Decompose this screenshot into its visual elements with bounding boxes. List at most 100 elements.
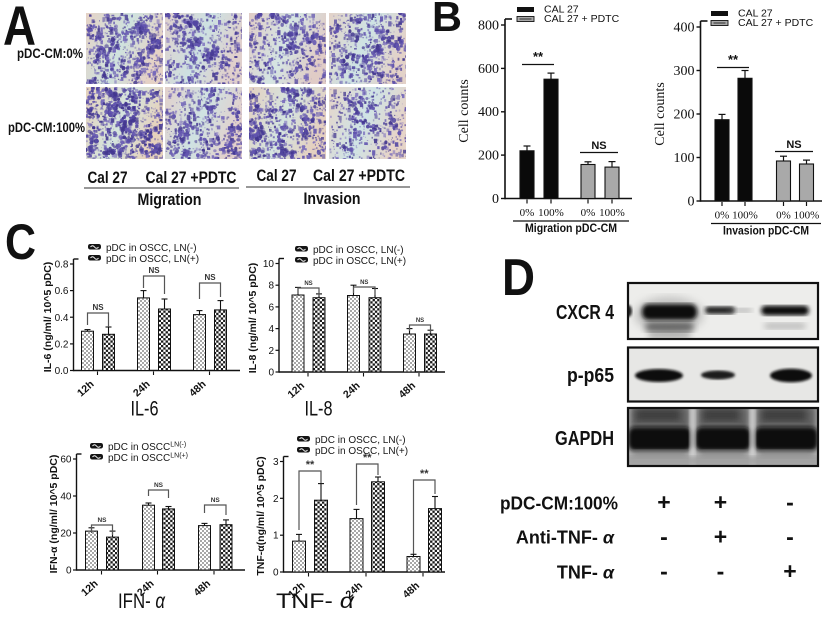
svg-text:40: 40 bbox=[60, 492, 72, 503]
svg-text:TNF- α: TNF- α bbox=[276, 590, 355, 613]
svg-text:2: 2 bbox=[268, 346, 274, 357]
svg-text:**: ** bbox=[420, 468, 429, 480]
svg-text:0: 0 bbox=[268, 368, 274, 379]
svg-text:Cal 27 +PDTC: Cal 27 +PDTC bbox=[146, 168, 237, 187]
svg-text:6: 6 bbox=[268, 302, 274, 313]
svg-text:GAPDH: GAPDH bbox=[555, 428, 614, 450]
svg-text:800: 800 bbox=[478, 19, 499, 34]
svg-text:pDC in OSCC, LN(-): pDC in OSCC, LN(-) bbox=[313, 245, 404, 256]
svg-text:pDC in OSCC, LN(-): pDC in OSCC, LN(-) bbox=[315, 435, 406, 446]
svg-text:CAL 27: CAL 27 bbox=[544, 4, 579, 16]
svg-text:300: 300 bbox=[674, 64, 695, 79]
svg-text:C: C bbox=[5, 214, 36, 270]
svg-text:20: 20 bbox=[60, 529, 72, 540]
svg-text:100: 100 bbox=[674, 151, 695, 166]
svg-text:IFN- α: IFN- α bbox=[118, 590, 166, 613]
svg-text:0%: 0% bbox=[581, 207, 596, 219]
svg-text:pDC in OSCC, LN(+): pDC in OSCC, LN(+) bbox=[106, 254, 199, 265]
svg-text:pDC-CM:0%: pDC-CM:0% bbox=[17, 45, 83, 61]
svg-text:400: 400 bbox=[478, 105, 499, 120]
svg-text:pDC-CM:100%: pDC-CM:100% bbox=[8, 119, 85, 135]
svg-text:-: - bbox=[660, 524, 668, 550]
svg-text:+: + bbox=[714, 524, 727, 550]
svg-text:pDC in OSCC, LN(+): pDC in OSCC, LN(+) bbox=[313, 256, 406, 267]
svg-text:NS: NS bbox=[97, 517, 107, 524]
svg-text:0: 0 bbox=[492, 192, 499, 207]
svg-text:0.0: 0.0 bbox=[55, 366, 69, 377]
svg-text:0: 0 bbox=[688, 195, 695, 210]
svg-text:CXCR 4: CXCR 4 bbox=[556, 302, 615, 324]
svg-text:**: ** bbox=[306, 459, 315, 471]
svg-text:0.8: 0.8 bbox=[55, 260, 69, 271]
svg-text:pDC-CM:100%: pDC-CM:100% bbox=[500, 494, 618, 514]
svg-text:NS: NS bbox=[154, 482, 164, 489]
svg-text:NS: NS bbox=[360, 280, 368, 286]
svg-text:CAL 27: CAL 27 bbox=[738, 8, 773, 20]
svg-text:NS: NS bbox=[92, 303, 104, 312]
svg-text:Anti-TNF- α: Anti-TNF- α bbox=[516, 528, 615, 548]
svg-text:8: 8 bbox=[268, 281, 274, 292]
svg-text:Cell counts: Cell counts bbox=[653, 82, 668, 145]
svg-text:Cal 27: Cal 27 bbox=[257, 166, 297, 185]
svg-text:Invasion: Invasion bbox=[304, 189, 361, 208]
svg-text:0%: 0% bbox=[715, 210, 730, 222]
svg-text:NS: NS bbox=[304, 281, 312, 287]
svg-text:pDC in OSCC, LN(-): pDC in OSCC, LN(-) bbox=[106, 243, 197, 254]
svg-text:0.4: 0.4 bbox=[55, 313, 69, 324]
svg-text:IL-8 (ng/ml/ 10^5 pDC): IL-8 (ng/ml/ 10^5 pDC) bbox=[247, 263, 259, 374]
svg-text:B: B bbox=[432, 0, 462, 40]
svg-text:+: + bbox=[657, 489, 670, 515]
svg-text:200: 200 bbox=[674, 108, 695, 123]
svg-text:Migration: Migration bbox=[138, 190, 202, 209]
svg-text:100%: 100% bbox=[599, 207, 625, 219]
svg-text:0: 0 bbox=[273, 568, 279, 579]
svg-text:-: - bbox=[660, 558, 668, 584]
svg-text:10: 10 bbox=[263, 259, 275, 270]
svg-text:Cell counts: Cell counts bbox=[457, 79, 472, 142]
svg-text:IL-8: IL-8 bbox=[305, 398, 333, 421]
svg-text:pDC in OSCCLN(-): pDC in OSCCLN(-) bbox=[108, 441, 186, 453]
svg-text:+: + bbox=[714, 489, 727, 515]
svg-text:pDC in OSCC, LN(+): pDC in OSCC, LN(+) bbox=[315, 446, 408, 457]
svg-text:200: 200 bbox=[478, 149, 499, 164]
svg-text:-: - bbox=[786, 524, 794, 550]
svg-text:400: 400 bbox=[674, 21, 695, 36]
svg-text:NS: NS bbox=[591, 140, 606, 152]
svg-text:Migration pDC-CM: Migration pDC-CM bbox=[525, 223, 617, 235]
svg-text:p-p65: p-p65 bbox=[567, 365, 614, 387]
svg-text:0%: 0% bbox=[776, 210, 791, 222]
svg-text:**: ** bbox=[728, 52, 739, 67]
svg-text:1: 1 bbox=[273, 531, 279, 542]
svg-text:pDC in OSCCLN(+): pDC in OSCCLN(+) bbox=[108, 452, 188, 464]
svg-text:CAL 27 + PDTC: CAL 27 + PDTC bbox=[738, 17, 814, 29]
svg-text:0%: 0% bbox=[520, 207, 535, 219]
svg-text:3: 3 bbox=[273, 457, 279, 468]
svg-text:IFN-α (ng/ml/ 10^5 pDC): IFN-α (ng/ml/ 10^5 pDC) bbox=[48, 455, 60, 574]
svg-text:IL-6: IL-6 bbox=[131, 398, 159, 421]
svg-text:Cal 27: Cal 27 bbox=[88, 168, 128, 187]
svg-text:Invasion pDC-CM: Invasion pDC-CM bbox=[723, 226, 809, 238]
svg-text:NS: NS bbox=[204, 273, 216, 282]
svg-text:100%: 100% bbox=[538, 207, 564, 219]
svg-text:2: 2 bbox=[273, 494, 279, 505]
svg-text:NS: NS bbox=[148, 266, 160, 275]
svg-text:D: D bbox=[502, 249, 535, 307]
svg-text:0.2: 0.2 bbox=[55, 339, 69, 350]
svg-text:600: 600 bbox=[478, 62, 499, 77]
svg-text:100%: 100% bbox=[794, 210, 820, 222]
svg-text:NS: NS bbox=[416, 318, 424, 324]
svg-text:100%: 100% bbox=[732, 210, 758, 222]
svg-text:Cal 27 +PDTC: Cal 27 +PDTC bbox=[313, 166, 405, 185]
svg-text:TNF- α: TNF- α bbox=[557, 563, 615, 583]
svg-text:-: - bbox=[786, 489, 794, 515]
svg-text:IL-6 (ng/ml/ 10^5 pDC): IL-6 (ng/ml/ 10^5 pDC) bbox=[42, 262, 54, 373]
svg-text:-: - bbox=[717, 558, 725, 584]
svg-text:A: A bbox=[3, 0, 36, 57]
svg-text:0: 0 bbox=[66, 566, 72, 577]
svg-text:CAL 27 + PDTC: CAL 27 + PDTC bbox=[544, 13, 620, 25]
svg-text:0.6: 0.6 bbox=[55, 286, 69, 297]
svg-text:**: ** bbox=[533, 49, 544, 64]
svg-text:NS: NS bbox=[786, 139, 801, 151]
svg-text:NS: NS bbox=[211, 497, 221, 504]
svg-text:+: + bbox=[783, 558, 796, 584]
